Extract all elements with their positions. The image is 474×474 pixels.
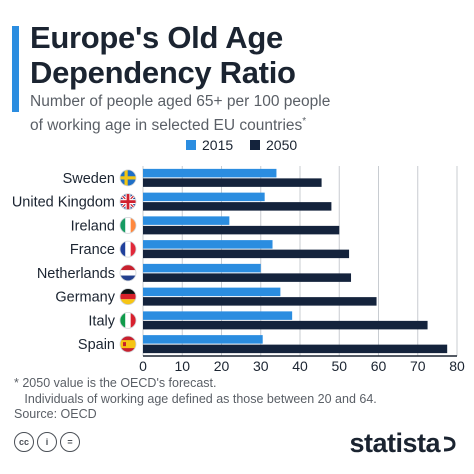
x-tick-label: 70 <box>410 358 426 374</box>
subtitle-line-1: Number of people aged 65+ per 100 people <box>30 93 331 110</box>
bar-2050 <box>143 297 377 306</box>
x-tick-label: 0 <box>139 358 147 374</box>
x-tick-label: 10 <box>174 358 190 374</box>
x-tick-label: 20 <box>214 358 230 374</box>
category-label: Italy <box>88 313 115 329</box>
legend-item-2015: 2015 <box>186 137 233 153</box>
bar-2015 <box>143 263 261 273</box>
bar-chart: 0 10 20 30 40 50 60 70 80 Sweden United Kingdom Ire… <box>12 166 465 374</box>
category-label: Germany <box>55 290 115 306</box>
category-label: Netherlands <box>37 266 115 282</box>
no-derivatives-icon[interactable]: = <box>60 432 80 452</box>
bar-2050 <box>143 273 352 282</box>
bar-2015 <box>143 192 265 202</box>
bar-2050 <box>143 320 428 330</box>
legend-swatch-2015 <box>186 140 196 150</box>
category-label: Sweden <box>63 171 115 187</box>
flag-france-icon <box>119 240 137 258</box>
category-label: Ireland <box>71 218 115 234</box>
x-tick-label: 60 <box>371 358 387 374</box>
category-label: Spain <box>78 337 115 353</box>
x-tick-label: 30 <box>253 358 269 374</box>
flag-germany-icon <box>119 288 137 306</box>
statista-mark-icon <box>443 436 456 451</box>
flag-spain-icon <box>119 335 137 353</box>
footnote: * 2050 value is the OECD's forecast. Ind… <box>14 376 377 423</box>
x-tick-label: 40 <box>292 358 308 374</box>
title-line-2: Dependency Ratio <box>30 55 296 90</box>
license-icons: cc i = <box>14 432 80 452</box>
brand-name: statista <box>349 428 440 458</box>
attribution-icon[interactable]: i <box>37 432 57 452</box>
category-label: France <box>70 242 115 258</box>
bar-2050 <box>143 202 332 211</box>
footnote-source: Source: OECD <box>14 407 97 421</box>
title-accent-bar <box>12 26 19 112</box>
subtitle: Number of people aged 65+ per 100 people… <box>30 92 460 136</box>
bar-2015 <box>143 311 293 320</box>
cc-icon[interactable]: cc <box>14 432 34 452</box>
x-tick-label: 50 <box>331 358 347 374</box>
bar-2015 <box>143 168 277 178</box>
page-title: Europe's Old Age Dependency Ratio <box>30 20 450 90</box>
bar-2015 <box>143 240 273 249</box>
bar-2015 <box>143 335 263 344</box>
flag-sweden-icon <box>119 169 137 187</box>
flag-netherlands-icon <box>119 264 137 282</box>
title-line-1: Europe's Old Age <box>30 20 283 55</box>
footnote-line-2: Individuals of working age defined as th… <box>14 391 377 406</box>
bar-2015 <box>143 287 281 297</box>
bar-2050 <box>143 249 350 259</box>
category-label: United Kingdom <box>12 195 115 211</box>
bar-2050 <box>143 178 322 187</box>
flag-ireland-icon <box>119 216 137 234</box>
legend-item-2050: 2050 <box>250 137 297 153</box>
flag-italy-icon <box>119 311 137 329</box>
flag-uk-icon <box>119 193 137 211</box>
chart-legend: 2015 2050 <box>0 137 474 153</box>
legend-label-2050: 2050 <box>266 137 298 153</box>
bar-2050 <box>143 225 340 235</box>
x-tick-label: 80 <box>449 358 465 374</box>
bar-2050 <box>143 344 448 354</box>
legend-label-2015: 2015 <box>202 137 234 153</box>
subtitle-marker: * <box>302 116 307 127</box>
legend-swatch-2050 <box>250 140 260 150</box>
bar-2015 <box>143 216 230 225</box>
statista-logo[interactable]: statista <box>349 428 456 459</box>
subtitle-line-2: of working age in selected EU countries <box>30 117 303 135</box>
footnote-line-1: * 2050 value is the OECD's forecast. <box>14 376 217 390</box>
